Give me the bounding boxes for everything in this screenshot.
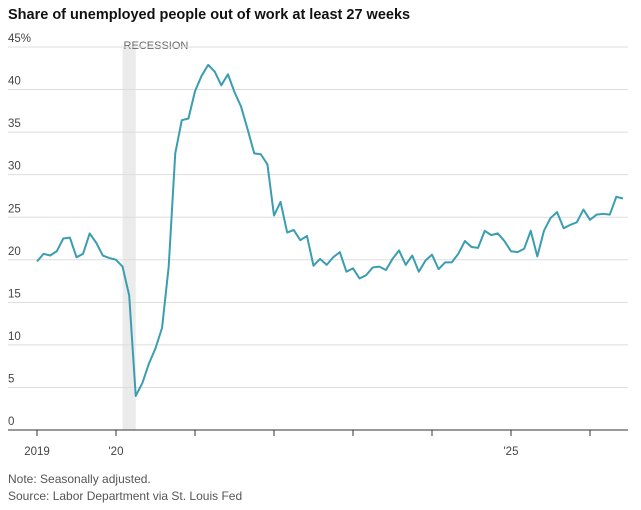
y-tick-label: 35 [8, 118, 21, 130]
x-tick-label: 2019 [24, 446, 50, 458]
x-tick-label: '25 [503, 446, 518, 458]
y-tick-label: 0 [8, 416, 14, 428]
chart-title: Share of unemployed people out of work a… [8, 7, 410, 23]
y-tick-label: 20 [8, 246, 21, 258]
data-line [36, 63, 624, 397]
y-tick-label: 30 [8, 161, 21, 173]
y-tick-label: 40 [8, 76, 21, 88]
y-tick-label: 25 [8, 203, 21, 215]
y-tick-label: 5 [8, 373, 14, 385]
y-tick-label: 10 [8, 331, 21, 343]
y-tick-label: 45% [8, 33, 31, 45]
recession-label: RECESSION [124, 40, 189, 52]
y-tick-label: 15 [8, 288, 21, 300]
note: Note: Seasonally adjusted. [8, 472, 151, 486]
x-tick-label: '20 [108, 446, 123, 458]
source: Source: Labor Department via St. Louis F… [8, 489, 242, 503]
